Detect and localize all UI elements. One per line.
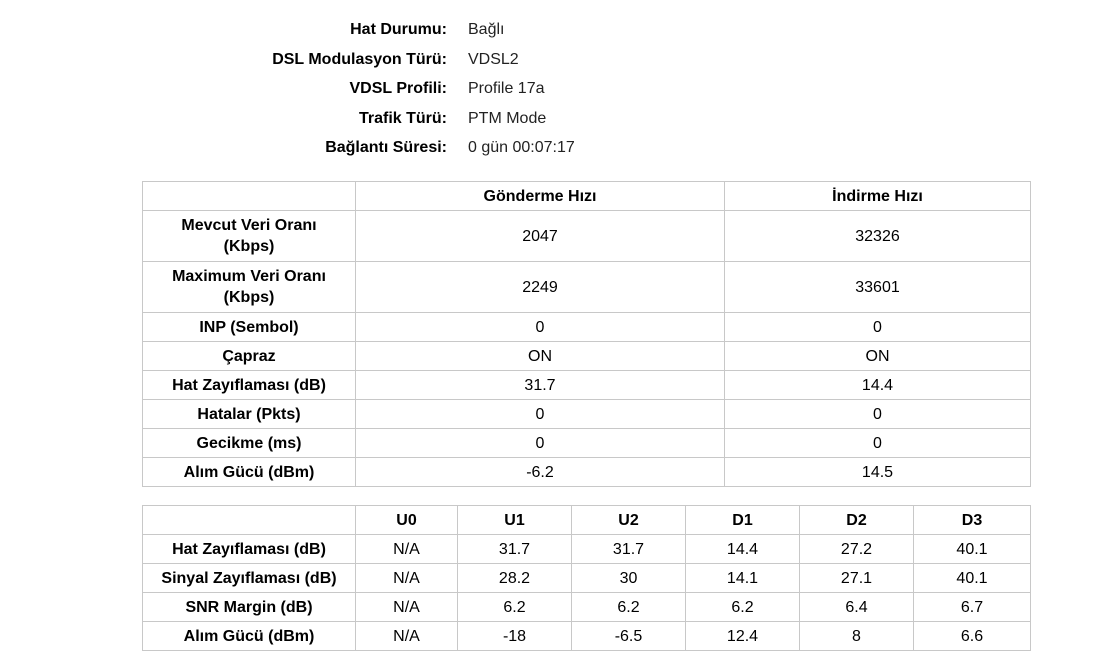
status-value: VDSL2 — [468, 50, 519, 68]
row-label: Alım Gücü (dBm) — [142, 621, 356, 651]
row-label: Mevcut Veri Oranı (Kbps) — [142, 210, 356, 262]
cell-value: N/A — [355, 534, 458, 564]
cell-value: -6.2 — [355, 457, 725, 487]
cell-value: 0 — [355, 399, 725, 429]
cell-value: N/A — [355, 563, 458, 593]
row-label: Alım Gücü (dBm) — [142, 457, 356, 487]
cell-value: 0 — [724, 428, 1031, 458]
status-label: VDSL Profili: — [349, 80, 448, 97]
header-row: Gönderme Hızı İndirme Hızı — [142, 181, 1031, 211]
table-row: Hatalar (Pkts) 0 0 — [142, 399, 1031, 429]
status-value: Profile 17a — [468, 80, 545, 97]
cell-value: 6.2 — [457, 592, 572, 622]
header-cell — [142, 181, 356, 211]
cell-value: 6.4 — [799, 592, 914, 622]
status-label: DSL Modulasyon Türü: — [272, 50, 447, 68]
cell-value: 31.7 — [355, 370, 725, 400]
row-label: Hat Zayıflaması (dB) — [142, 370, 356, 400]
cell-value: 14.5 — [724, 457, 1031, 487]
status-row: DSL Modulasyon Türü: VDSL2 — [0, 45, 1098, 75]
cell-value: -6.5 — [571, 621, 686, 651]
cell-value: 0 — [724, 399, 1031, 429]
status-value: 0 gün 00:07:17 — [468, 139, 575, 156]
row-label: Sinyal Zayıflaması (dB) — [142, 563, 356, 593]
cell-value: 31.7 — [571, 534, 686, 564]
cell-value: 2249 — [355, 261, 725, 313]
band-table: U0 U1 U2 D1 D2 D3 Hat Zayıflaması (dB) N/A 31.7 3… — [142, 505, 1031, 651]
cell-value: 28.2 — [457, 563, 572, 593]
row-label: Gecikme (ms) — [142, 428, 356, 458]
table-row: Maximum Veri Oranı (Kbps) 2249 33601 — [142, 261, 1031, 313]
status-list: Hat Durumu: Bağlı DSL Modulasyon Türü: VDSL… — [0, 15, 1098, 163]
cell-value: 14.4 — [685, 534, 800, 564]
rate-table: Gönderme Hızı İndirme Hızı Mevcut Veri Ora… — [142, 181, 1031, 487]
header-cell — [142, 505, 356, 535]
status-label: Bağlantı Süresi: — [325, 139, 447, 156]
status-value: PTM Mode — [468, 109, 547, 127]
status-label: Hat Durumu: — [350, 21, 447, 38]
header-row: U0 U1 U2 D1 D2 D3 — [142, 505, 1031, 535]
cell-value: 0 — [724, 312, 1031, 342]
table-row: Hat Zayıflaması (dB) N/A 31.7 31.7 14.4 27.2 4… — [142, 534, 1031, 564]
table-row: Gecikme (ms) 0 0 — [142, 428, 1031, 458]
cell-value: 0 — [355, 428, 725, 458]
cell-value: 40.1 — [913, 563, 1031, 593]
table-row: Mevcut Veri Oranı (Kbps) 2047 32326 — [142, 210, 1031, 262]
row-label: Çapraz — [142, 341, 356, 371]
table-row: Alım Gücü (dBm) -6.2 14.5 — [142, 457, 1031, 487]
cell-value: 6.2 — [571, 592, 686, 622]
cell-value: ON — [724, 341, 1031, 371]
column-header: U0 — [355, 505, 458, 535]
status-value: Bağlı — [468, 21, 505, 38]
cell-value: 40.1 — [913, 534, 1031, 564]
cell-value: 27.1 — [799, 563, 914, 593]
cell-value: 6.7 — [913, 592, 1031, 622]
status-row: Trafik Türü: PTM Mode — [0, 104, 1098, 134]
table-row: SNR Margin (dB) N/A 6.2 6.2 6.2 6.4 6.7 — [142, 592, 1031, 622]
cell-value: 32326 — [724, 210, 1031, 262]
cell-value: 6.6 — [913, 621, 1031, 651]
table-row: Sinyal Zayıflaması (dB) N/A 28.2 30 14.1 27.1… — [142, 563, 1031, 593]
column-header: D2 — [799, 505, 914, 535]
table-row: INP (Sembol) 0 0 — [142, 312, 1031, 342]
cell-value: N/A — [355, 621, 458, 651]
table-row: Çapraz ON ON — [142, 341, 1031, 371]
cell-value: 33601 — [724, 261, 1031, 313]
cell-value: 2047 — [355, 210, 725, 262]
column-header: Gönderme Hızı — [355, 181, 725, 211]
cell-value: 14.1 — [685, 563, 800, 593]
column-header: İndirme Hızı — [724, 181, 1031, 211]
cell-value: 31.7 — [457, 534, 572, 564]
column-header: U2 — [571, 505, 686, 535]
status-row: Bağlantı Süresi: 0 gün 00:07:17 — [0, 133, 1098, 163]
cell-value: -18 — [457, 621, 572, 651]
table-row: Alım Gücü (dBm) N/A -18 -6.5 12.4 8 6.6 — [142, 621, 1031, 651]
row-label: INP (Sembol) — [142, 312, 356, 342]
cell-value: 14.4 — [724, 370, 1031, 400]
cell-value: 0 — [355, 312, 725, 342]
cell-value: 8 — [799, 621, 914, 651]
row-label: Maximum Veri Oranı (Kbps) — [142, 261, 356, 313]
cell-value: 6.2 — [685, 592, 800, 622]
cell-value: ON — [355, 341, 725, 371]
column-header: D1 — [685, 505, 800, 535]
column-header: D3 — [913, 505, 1031, 535]
cell-value: 12.4 — [685, 621, 800, 651]
column-header: U1 — [457, 505, 572, 535]
cell-value: 30 — [571, 563, 686, 593]
row-label: SNR Margin (dB) — [142, 592, 356, 622]
row-label: Hatalar (Pkts) — [142, 399, 356, 429]
status-row: VDSL Profili: Profile 17a — [0, 74, 1098, 104]
table-row: Hat Zayıflaması (dB) 31.7 14.4 — [142, 370, 1031, 400]
status-label: Trafik Türü: — [358, 109, 447, 127]
cell-value: N/A — [355, 592, 458, 622]
cell-value: 27.2 — [799, 534, 914, 564]
row-label: Hat Zayıflaması (dB) — [142, 534, 356, 564]
status-row: Hat Durumu: Bağlı — [0, 15, 1098, 45]
